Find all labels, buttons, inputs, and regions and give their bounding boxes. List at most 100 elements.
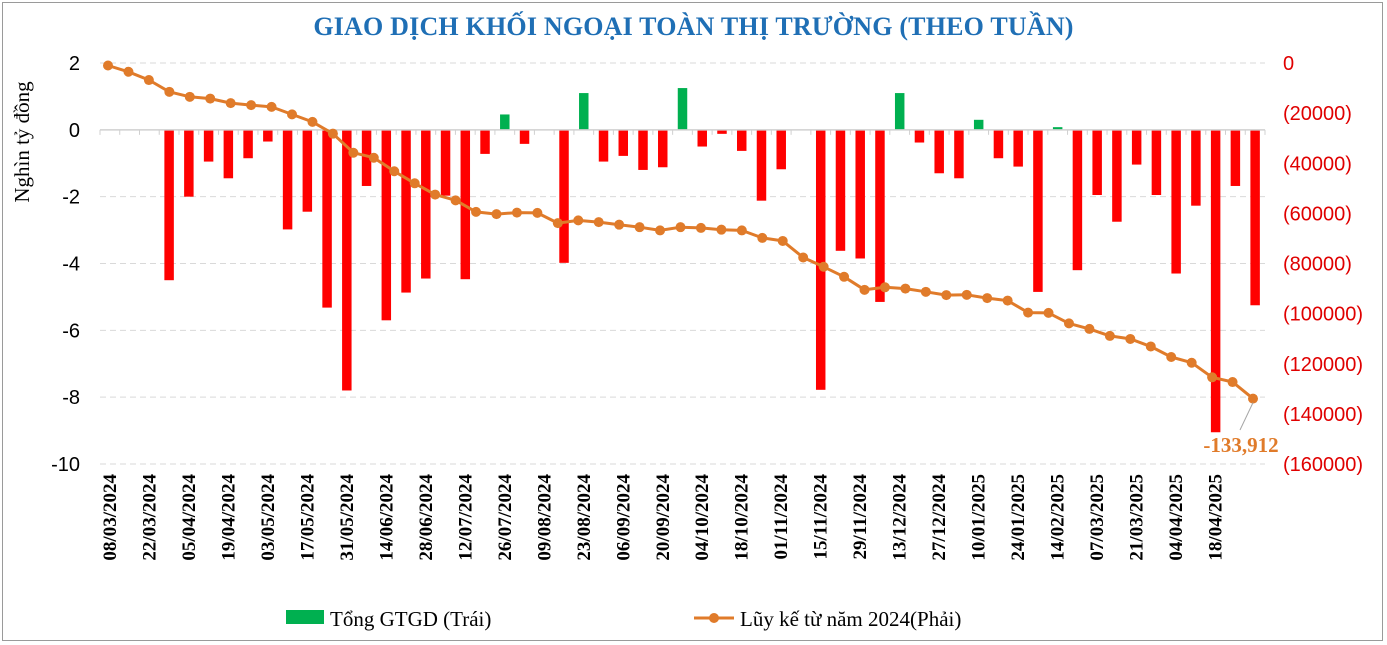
end-value-label: -133,912 <box>1203 433 1278 457</box>
line-point <box>675 222 686 233</box>
line-point <box>471 206 482 217</box>
line-point <box>1063 318 1074 329</box>
bar <box>322 129 332 308</box>
x-tick-label: 03/05/2024 <box>258 474 279 561</box>
right-tick-label: (20000) <box>1283 103 1352 125</box>
bar <box>440 129 451 196</box>
left-tick-label: 0 <box>69 120 80 142</box>
bar <box>500 114 510 130</box>
line-point <box>143 75 154 86</box>
line-point <box>1043 307 1054 318</box>
x-tick-label: 07/03/2025 <box>1087 474 1108 561</box>
line-point <box>1186 357 1197 368</box>
line-point <box>430 189 441 200</box>
x-tick-label: 10/01/2025 <box>969 474 990 561</box>
right-tick-label: (160000) <box>1283 454 1363 476</box>
line-point <box>736 225 747 236</box>
line-point <box>368 152 379 163</box>
legend-swatch-marker <box>709 613 719 623</box>
bar <box>875 129 885 302</box>
bar <box>914 129 925 143</box>
bar <box>1112 129 1122 222</box>
line-point <box>593 217 604 228</box>
line-point <box>1023 307 1034 318</box>
bar <box>993 129 1004 159</box>
line-point <box>1084 323 1095 334</box>
left-tick-label: 2 <box>69 53 80 75</box>
line-point <box>1002 295 1013 306</box>
x-tick-label: 17/05/2024 <box>297 474 318 561</box>
bar <box>559 129 569 263</box>
legend-swatch-bars <box>286 610 324 624</box>
bar <box>263 129 273 142</box>
bar <box>598 129 609 162</box>
bar <box>164 129 174 281</box>
line-point <box>839 271 850 282</box>
line-point <box>409 178 420 189</box>
line-point <box>573 215 584 226</box>
line-point <box>859 284 870 295</box>
bar <box>361 129 372 186</box>
x-tick-label: 26/07/2024 <box>495 474 516 561</box>
bar <box>1131 129 1142 165</box>
x-tick-label: 31/05/2024 <box>337 474 358 561</box>
bar <box>184 129 194 197</box>
bar <box>1230 129 1241 186</box>
x-tick-label: 13/12/2024 <box>890 474 911 561</box>
x-tick-label: 09/08/2024 <box>534 474 555 561</box>
bar <box>1151 129 1162 195</box>
right-tick-label: (80000) <box>1283 254 1352 276</box>
bar <box>855 129 865 259</box>
legend-label-line: Lũy kế từ năm 2024(Phải) <box>740 607 961 631</box>
x-tick-label: 29/11/2024 <box>850 474 871 560</box>
bar <box>677 88 688 130</box>
x-tick-label: 05/04/2024 <box>179 474 200 561</box>
bar <box>421 129 431 279</box>
right-tick-label: (120000) <box>1283 354 1363 376</box>
line-point <box>348 147 359 158</box>
x-tick-label: 04/04/2025 <box>1166 474 1187 561</box>
x-tick-label: 23/08/2024 <box>574 474 595 561</box>
x-tick-label: 18/10/2024 <box>732 474 753 561</box>
bar <box>1191 129 1201 206</box>
bar <box>1210 129 1221 433</box>
line-point <box>1227 377 1238 388</box>
line-point <box>491 209 502 220</box>
line-point <box>1145 341 1156 352</box>
left-tick-label: -10 <box>51 454 80 476</box>
line-point <box>552 218 563 229</box>
line-point <box>266 101 277 112</box>
right-tick-label: (60000) <box>1283 203 1352 225</box>
bar <box>618 129 629 156</box>
bar <box>1033 129 1043 292</box>
bar <box>381 129 392 321</box>
line-point <box>1125 333 1136 344</box>
line-point <box>123 66 134 77</box>
line-point <box>450 195 461 206</box>
line-point <box>389 166 400 177</box>
bar <box>302 129 313 212</box>
line-point <box>327 128 338 139</box>
line-point <box>246 100 257 111</box>
x-tick-label: 27/12/2024 <box>929 474 950 561</box>
bar <box>736 129 747 151</box>
left-tick-label: -4 <box>62 254 80 276</box>
bar <box>717 129 727 134</box>
line-point <box>757 232 768 243</box>
bar <box>203 129 214 162</box>
x-tick-label: 15/11/2024 <box>811 474 832 560</box>
bar <box>401 129 411 293</box>
bar <box>1052 127 1063 130</box>
line-point <box>225 98 236 109</box>
left-axis-title: Nghìn tỷ đồng <box>10 81 34 203</box>
left-tick-label: -8 <box>62 387 80 409</box>
right-tick-label: (100000) <box>1283 304 1363 326</box>
line-point <box>1104 330 1115 341</box>
line-point <box>695 222 706 233</box>
line-point <box>307 116 318 127</box>
bar <box>638 129 648 170</box>
line-point <box>1207 372 1218 383</box>
bar <box>579 93 589 130</box>
x-tick-label: 19/04/2024 <box>218 474 239 561</box>
